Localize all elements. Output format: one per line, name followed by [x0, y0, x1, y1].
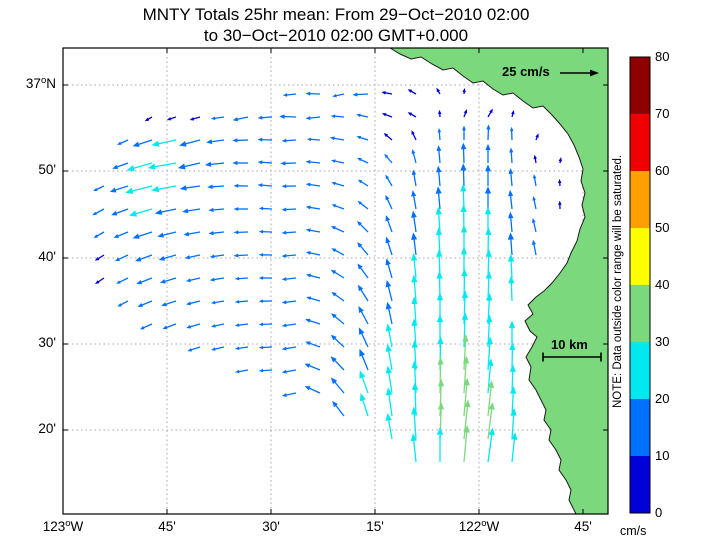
- colorbar-note: NOTE: Data outside color range will be s…: [612, 154, 624, 408]
- reference-arrow: [560, 69, 599, 77]
- colorbar-unit-label: cm/s: [620, 524, 647, 538]
- figure-title: MNTY Totals 25hr mean: From 29−Oct−2010 …: [0, 4, 672, 46]
- current-vectors: [92, 87, 563, 463]
- scale-bar: [542, 352, 602, 362]
- land-polygon: [389, 47, 608, 515]
- title-line-1: MNTY Totals 25hr mean: From 29−Oct−2010 …: [142, 5, 530, 24]
- axes-frame: [62, 47, 609, 515]
- title-line-2: to 30−Oct−2010 02:00 GMT+0.000: [203, 26, 469, 45]
- colorbar: [629, 56, 651, 514]
